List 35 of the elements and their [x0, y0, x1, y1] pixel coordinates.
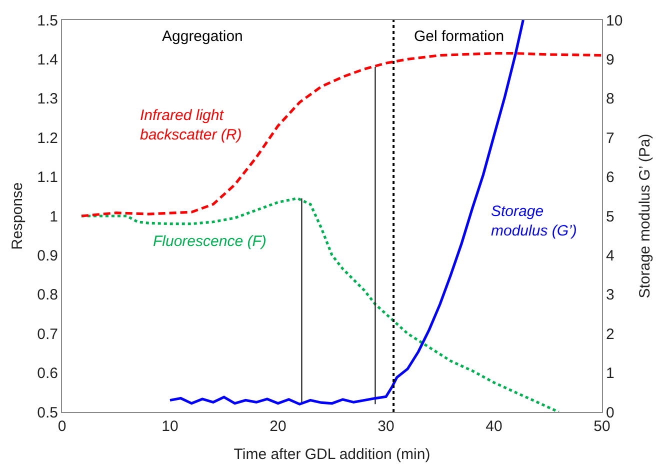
x-tick-label: 10: [162, 418, 178, 435]
x-tick-label: 0: [58, 418, 66, 435]
series-label: Fluorescence (F): [153, 233, 266, 250]
line-series: [80, 52, 602, 218]
y-tick-label: 1.1: [37, 169, 58, 186]
y-tick-label: 0.7: [37, 326, 58, 343]
y-tick-label: 1.2: [37, 130, 58, 147]
x-tick-label: 20: [270, 418, 286, 435]
y2-tick-label: 3: [606, 286, 614, 304]
y2-tick-label: 9: [606, 51, 614, 68]
y-tick-label: 1.5: [37, 12, 58, 30]
y-tick-label: 1: [50, 208, 58, 226]
y2-tick-label: 7: [606, 130, 614, 147]
y-tick-label: 0.8: [37, 286, 58, 304]
y2-tick-label: 6: [606, 169, 614, 186]
x-tick-label: 40: [486, 418, 502, 435]
y-tick-label: 0.9: [37, 247, 58, 264]
y-axis-title: Response: [9, 182, 26, 250]
y-tick-label: 1.4: [37, 51, 58, 68]
y-tick-label: 1.3: [37, 90, 58, 108]
y2-tick-label: 1: [606, 365, 614, 382]
y-tick-label: 0.6: [37, 365, 58, 382]
y2-tick-label: 4: [606, 247, 614, 264]
series-label: Storage modulus (G’): [491, 203, 577, 240]
annotation: Gel formation: [414, 28, 504, 45]
y2-tick-label: 8: [606, 90, 614, 108]
annotation: Aggregation: [162, 28, 243, 45]
y-tick-label: 0.5: [37, 404, 58, 422]
series-label: Infrared light backscatter (R): [140, 107, 242, 144]
y2-tick-label: 10: [606, 12, 623, 30]
y2-axis-title: Storage modulus G’ (Pa): [636, 134, 654, 298]
y2-tick-label: 5: [606, 208, 614, 226]
x-tick-label: 30: [378, 418, 394, 435]
y2-tick-label: 2: [606, 326, 614, 343]
x-axis-title: Time after GDL addition (min): [234, 446, 430, 463]
